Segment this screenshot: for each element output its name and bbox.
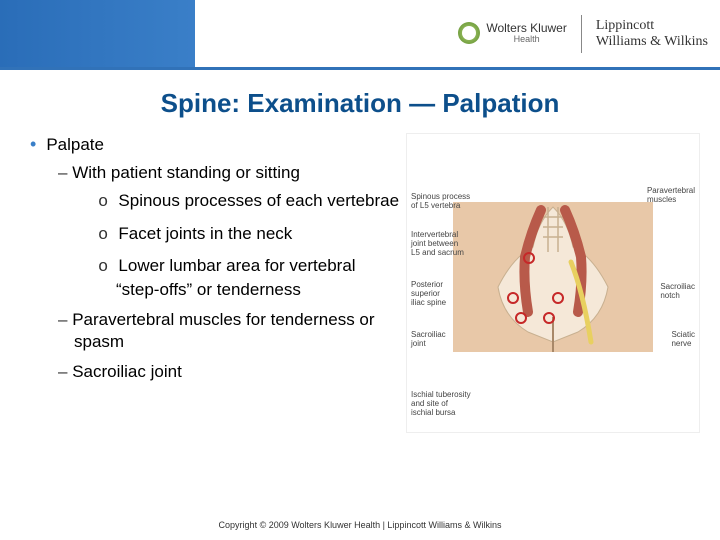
copyright: Copyright © 2009 Wolters Kluwer Health |… xyxy=(0,520,720,530)
content-row: Palpate With patient standing or sitting… xyxy=(0,133,720,433)
bullet-l3c: Lower lumbar area for vertebral “step-of… xyxy=(98,255,400,301)
label-spinous: Spinous processof L5 vertebra xyxy=(411,192,470,210)
header: Wolters Kluwer Health Lippincott William… xyxy=(0,0,720,70)
wk-sub: Health xyxy=(486,35,566,45)
header-logos: Wolters Kluwer Health Lippincott William… xyxy=(195,0,720,67)
bullet-l1: Palpate With patient standing or sitting… xyxy=(30,133,400,383)
pelvis-svg xyxy=(453,202,653,352)
bullet-l3b: Facet joints in the neck xyxy=(98,223,400,247)
wk-globe-icon xyxy=(458,22,480,44)
label-interv: Intervertebraljoint betweenL5 and sacrum xyxy=(411,230,464,257)
lww-line1: Lippincott xyxy=(596,18,708,33)
bullet-l1-text: Palpate xyxy=(46,135,104,154)
label-paravert: Paravertebralmuscles xyxy=(647,186,695,204)
marker-spinous xyxy=(523,252,535,264)
marker-sij-l xyxy=(515,312,527,324)
bullet-l3a: Spinous processes of each vertebrae xyxy=(98,190,400,214)
bullet-l2b: Paravertebral muscles for tenderness or … xyxy=(58,309,400,353)
logo-divider xyxy=(581,15,582,53)
bullet-l2c: Sacroiliac joint xyxy=(58,361,400,383)
label-ischial: Ischial tuberosityand site ofischial bur… xyxy=(411,390,471,417)
bullet-l2a: With patient standing or sitting Spinous… xyxy=(58,162,400,300)
lww-line2: Williams & Wilkins xyxy=(596,34,708,49)
slide-title: Spine: Examination — Palpation xyxy=(0,88,720,119)
marker-psis-r xyxy=(552,292,564,304)
header-blue-block xyxy=(0,0,195,67)
label-sciatic: Sciaticnerve xyxy=(671,330,695,348)
bullet-l2a-text: With patient standing or sitting xyxy=(72,163,300,182)
anatomy-figure: Spinous processof L5 vertebra Interverte… xyxy=(406,133,700,433)
label-psis: Posteriorsuperioriliac spine xyxy=(411,280,446,307)
marker-sij-r xyxy=(543,312,555,324)
bullet-list: Palpate With patient standing or sitting… xyxy=(30,133,400,433)
label-sij: Sacroiliacjoint xyxy=(411,330,446,348)
wolters-kluwer-logo: Wolters Kluwer Health xyxy=(458,22,566,45)
marker-psis-l xyxy=(507,292,519,304)
lippincott-logo: Lippincott Williams & Wilkins xyxy=(596,18,708,49)
label-sacnotch: Sacroiliacnotch xyxy=(660,282,695,300)
